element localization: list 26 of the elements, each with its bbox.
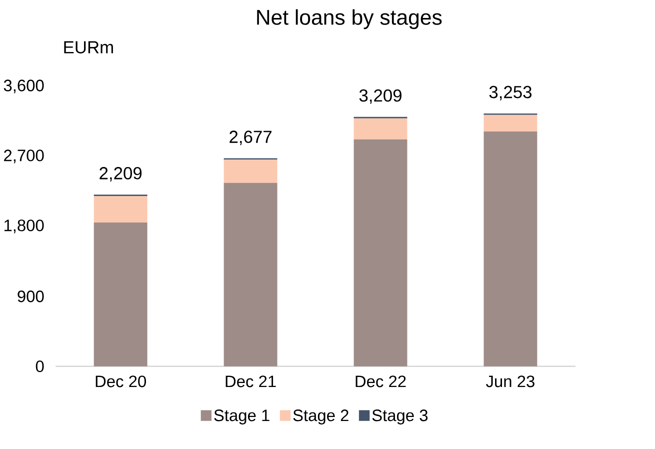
- bar: [484, 132, 538, 366]
- chart-title: Net loans by stages: [257, 9, 442, 30]
- bar: [94, 222, 148, 366]
- total-label: 3,253: [489, 86, 532, 100]
- y-tick-label: 2,700: [4, 150, 44, 164]
- y-tick-label: 3,600: [4, 80, 44, 94]
- bar: [354, 139, 408, 366]
- bar: [354, 118, 408, 140]
- y-axis-title: EURm: [64, 41, 113, 54]
- y-tick-label: 1,800: [4, 220, 44, 234]
- x-tick-label: Dec 21: [226, 376, 276, 388]
- legend-label: Stage 1: [214, 410, 270, 425]
- bar: [224, 182, 278, 366]
- total-label: 3,209: [359, 89, 402, 104]
- bar: [94, 196, 148, 223]
- y-tick-label: 0: [36, 360, 44, 372]
- y-tick-label: 900: [18, 290, 44, 302]
- bar: [484, 114, 538, 132]
- x-tick-label: Dec 22: [356, 376, 406, 388]
- bar: [224, 160, 278, 183]
- legend-label: Stage 3: [372, 410, 428, 425]
- legend-label: Stage 2: [293, 410, 348, 425]
- total-label: 2,209: [100, 167, 142, 182]
- total-label: 2,677: [230, 130, 272, 146]
- x-tick-label: Dec 20: [96, 376, 146, 388]
- x-tick-label: Jun 23: [486, 376, 534, 388]
